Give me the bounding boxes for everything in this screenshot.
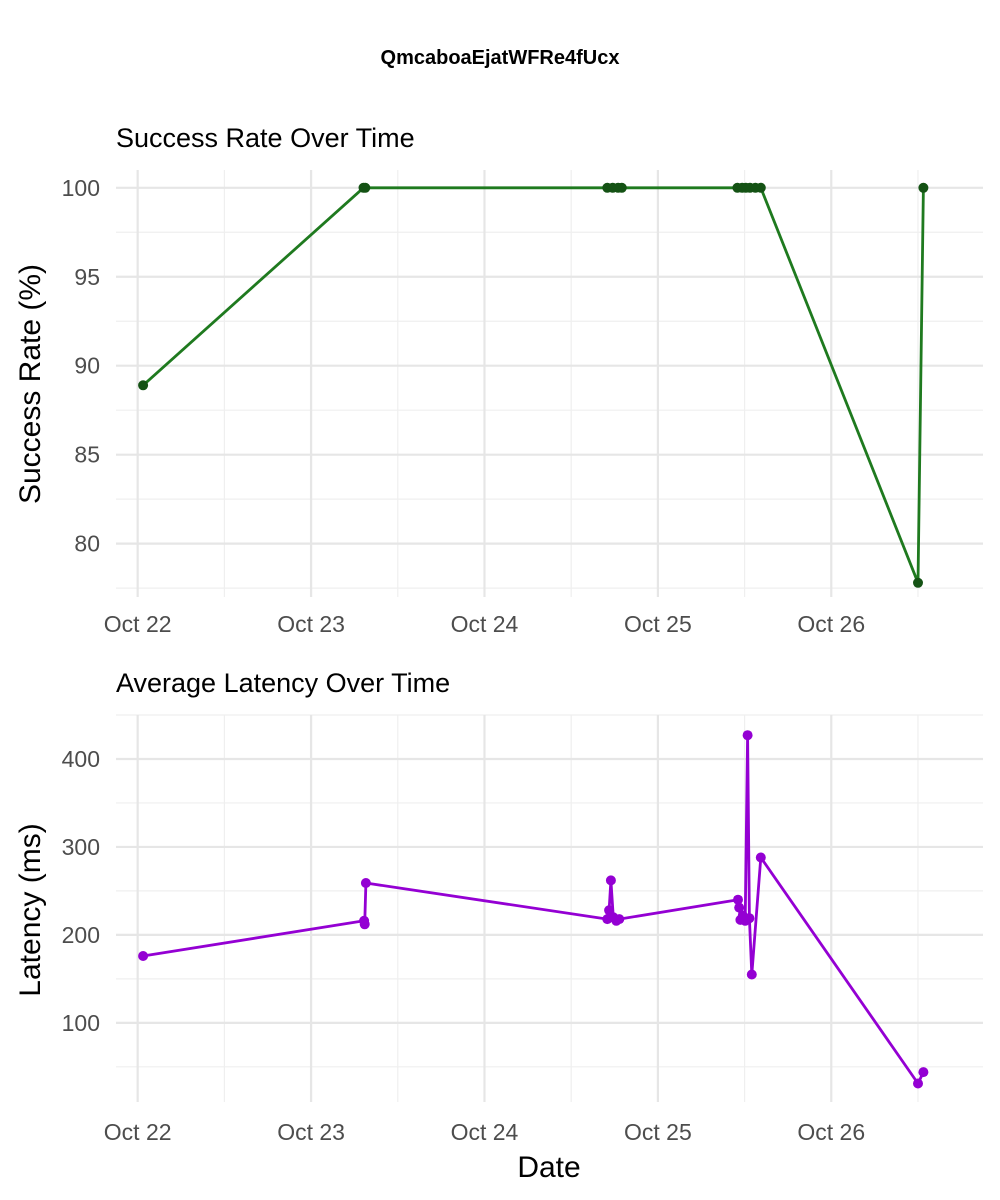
- success-rate-series-line: [142, 186, 925, 585]
- success-rate-x-tick-label: Oct 22: [104, 611, 172, 637]
- latency-data-point: [733, 894, 743, 905]
- latency-y-tick-label: 300: [62, 834, 100, 860]
- latency-data-point: [755, 852, 766, 863]
- latency-x-tick-label: Oct 25: [624, 1119, 692, 1145]
- latency-x-tick-label: Oct 24: [451, 1119, 519, 1145]
- success-rate-y-tick-label: 95: [74, 264, 100, 290]
- latency-x-ticks: Oct 22 Oct 23 Oct 24 Oct 25 Oct 26: [104, 1119, 865, 1145]
- latency-data-point: [744, 913, 755, 924]
- latency-data-point: [734, 902, 745, 913]
- latency-y-ticks: 100 200 300 400: [62, 746, 100, 1036]
- latency-data-point: [138, 951, 149, 961]
- latency-x-axis-title: Date: [517, 1151, 580, 1184]
- success-rate-series: [138, 182, 929, 588]
- success-rate-x-tick-label: Oct 26: [797, 611, 865, 637]
- success-rate-data-point: [138, 380, 149, 391]
- latency-data-point: [614, 914, 625, 925]
- latency-grid: [116, 714, 983, 1102]
- latency-y-axis-title: Latency (ms): [14, 823, 47, 996]
- latency-y-tick-label: 200: [62, 922, 100, 948]
- latency-y-tick-label: 100: [62, 1010, 100, 1036]
- latency-data-point: [605, 875, 616, 886]
- success-rate-x-tick-label: Oct 25: [624, 611, 692, 637]
- success-rate-y-tick-label: 80: [74, 531, 100, 557]
- success-rate-y-ticks: 80 85 90 95 100: [62, 175, 100, 557]
- latency-chart-title: Average Latency Over Time: [116, 668, 450, 698]
- success-rate-data-point: [755, 182, 766, 193]
- latency-y-tick-label: 400: [62, 746, 100, 772]
- latency-data-point: [742, 730, 753, 741]
- latency-series-line: [142, 733, 925, 1085]
- latency-data-point: [360, 878, 371, 888]
- success-rate-y-tick-label: 90: [74, 353, 100, 379]
- latency-data-point: [359, 919, 370, 930]
- latency-x-tick-label: Oct 26: [797, 1119, 865, 1145]
- page-title: QmcaboaEjatWFRe4fUcx: [381, 47, 620, 69]
- latency-panel: Average Latency Over Time 100 200 300 400 O…: [14, 668, 983, 1184]
- success-rate-y-axis-title: Success Rate (%): [14, 264, 47, 504]
- success-rate-chart-title: Success Rate Over Time: [116, 123, 415, 153]
- success-rate-data-point: [913, 577, 923, 588]
- success-rate-panel: Success Rate Over Time 80 85 90 95 100 Oct 2…: [14, 123, 983, 637]
- latency-series: [138, 730, 929, 1089]
- success-rate-y-tick-label: 100: [62, 175, 100, 201]
- success-rate-x-tick-label: Oct 24: [451, 611, 519, 637]
- success-rate-y-tick-label: 85: [74, 442, 100, 468]
- latency-x-tick-label: Oct 23: [277, 1119, 345, 1145]
- success-rate-grid: [116, 170, 983, 597]
- success-rate-data-point: [616, 182, 627, 193]
- success-rate-data-point: [360, 182, 371, 193]
- success-rate-x-ticks: Oct 22 Oct 23 Oct 24 Oct 25 Oct 26: [104, 611, 865, 637]
- success-rate-x-tick-label: Oct 23: [277, 611, 345, 637]
- latency-data-point: [918, 1067, 929, 1078]
- latency-data-point: [913, 1078, 923, 1089]
- success-rate-data-point: [918, 182, 929, 193]
- latency-x-tick-label: Oct 22: [104, 1119, 172, 1145]
- latency-data-point: [746, 969, 757, 980]
